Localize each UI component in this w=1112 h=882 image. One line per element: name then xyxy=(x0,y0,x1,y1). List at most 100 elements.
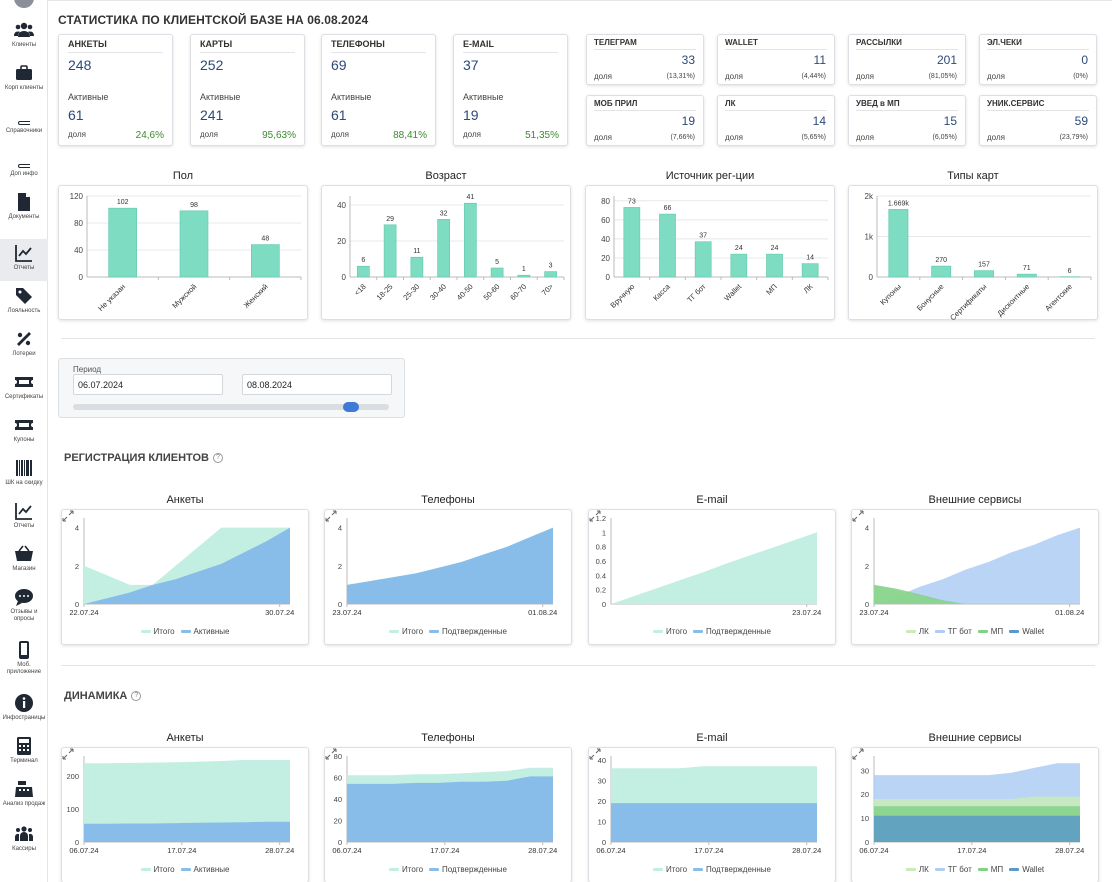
bar[interactable] xyxy=(464,202,477,278)
bar[interactable] xyxy=(490,267,504,278)
area-series[interactable] xyxy=(611,803,817,842)
stat-card-share-value: 51,35% xyxy=(525,130,559,141)
x-tick-label: Сертификаты xyxy=(948,282,988,321)
sidebar-item-2[interactable]: Корп клиенты xyxy=(0,59,48,101)
legend-item[interactable]: Wallet xyxy=(1009,865,1044,874)
expand-icon[interactable] xyxy=(62,748,74,760)
area-series[interactable] xyxy=(84,760,290,842)
bar-value-label: 98 xyxy=(190,202,198,209)
sidebar-item-11[interactable]: ШК на скидку xyxy=(0,454,48,496)
x-tick-label: МП xyxy=(764,282,779,297)
legend-item[interactable]: Wallet xyxy=(1009,627,1044,636)
bar[interactable] xyxy=(357,265,370,278)
sidebar-item-13[interactable]: Магазин xyxy=(0,540,48,582)
legend-item[interactable]: МП xyxy=(977,627,1003,636)
legend-item[interactable]: Подтвержденные xyxy=(429,627,507,636)
bar[interactable] xyxy=(623,207,641,278)
sidebar-item-19[interactable]: Кассиры xyxy=(0,820,48,862)
legend-item[interactable]: Подтвержденные xyxy=(693,865,771,874)
period-slider-track[interactable] xyxy=(73,404,389,410)
sidebar-item-14[interactable]: Отзывы и опросы xyxy=(0,583,48,625)
area-series[interactable] xyxy=(84,527,290,604)
sidebar-item-9[interactable]: Сертификаты xyxy=(0,368,48,410)
sidebar-item-12[interactable]: Отчеты xyxy=(0,497,48,539)
sidebar-item-3[interactable]: Справочники xyxy=(0,102,48,144)
area-series[interactable] xyxy=(874,815,1080,842)
channel-card-label: WALLET xyxy=(725,38,758,47)
legend-item[interactable]: Итого xyxy=(389,627,423,636)
stat-card-total: 69 xyxy=(331,57,347,73)
bar[interactable] xyxy=(730,253,748,278)
expand-icon[interactable] xyxy=(589,510,601,522)
x-tick-label: 01.08.24 xyxy=(528,608,557,617)
sidebar-item-5[interactable]: Документы xyxy=(0,188,48,230)
legend-item[interactable]: Итого xyxy=(140,865,175,874)
x-tick-label: 01.08.24 xyxy=(1055,608,1084,617)
area-series[interactable] xyxy=(347,527,553,604)
stat-card-total: 37 xyxy=(463,57,479,73)
bar[interactable] xyxy=(108,207,137,278)
expand-icon[interactable] xyxy=(852,748,864,760)
y-tick-label: 0 xyxy=(602,600,606,609)
expand-icon[interactable] xyxy=(852,510,864,522)
sidebar-item-17[interactable]: Терминал xyxy=(0,732,48,774)
sidebar-item-6[interactable]: Отчеты xyxy=(0,239,48,281)
legend-item[interactable]: Итого xyxy=(653,865,687,874)
legend-item[interactable]: ТГ бот xyxy=(934,627,972,636)
channel-card: МОБ ПРИЛ 19 доля (7,66%) xyxy=(586,95,704,146)
period-to-input[interactable] xyxy=(242,374,392,395)
bar[interactable] xyxy=(1016,273,1037,278)
sidebar-item-8[interactable]: Лотереи xyxy=(0,325,48,367)
area-series[interactable] xyxy=(84,821,290,842)
legend-item[interactable]: ЛК xyxy=(905,865,929,874)
bar[interactable] xyxy=(931,265,952,278)
legend-item[interactable]: ТГ бот xyxy=(934,865,972,874)
sidebar-item-10[interactable]: Купоны xyxy=(0,411,48,453)
stat-card: АНКЕТЫ 248 Активные 61 доля 24,6% xyxy=(58,34,173,146)
help-icon[interactable]: ? xyxy=(213,453,223,464)
y-tick-label: 2k xyxy=(865,192,874,201)
legend-item[interactable]: МП xyxy=(977,865,1003,874)
area-series[interactable] xyxy=(611,532,817,604)
bar[interactable] xyxy=(766,253,783,278)
bar[interactable] xyxy=(517,274,531,278)
expand-icon[interactable] xyxy=(62,510,74,522)
sidebar-item-18[interactable]: Анализ продаж xyxy=(0,775,48,817)
bar[interactable] xyxy=(251,244,280,278)
legend-item[interactable]: Итого xyxy=(140,627,175,636)
sidebar-item-4[interactable]: Доп инфо xyxy=(0,145,48,187)
sidebar-item-1[interactable]: Клиенты xyxy=(0,16,48,58)
legend-item[interactable]: Итого xyxy=(389,865,423,874)
bar[interactable] xyxy=(801,263,819,278)
bar[interactable] xyxy=(179,210,209,278)
legend-swatch xyxy=(977,868,988,872)
bar[interactable] xyxy=(974,270,994,278)
legend-item[interactable]: Активные xyxy=(180,627,229,636)
legend-item[interactable]: Подтвержденные xyxy=(693,627,771,636)
sidebar-item-7[interactable]: Лояльность xyxy=(0,282,48,324)
legend-item[interactable]: ЛК xyxy=(905,627,929,636)
period-from-input[interactable] xyxy=(73,374,223,395)
sidebar-item-16[interactable]: Инфостраницы xyxy=(0,689,48,731)
bar[interactable] xyxy=(544,271,557,278)
legend-item[interactable]: Подтвержденные xyxy=(429,865,507,874)
period-slider-handle[interactable] xyxy=(343,402,359,412)
expand-icon[interactable] xyxy=(589,748,601,760)
help-icon[interactable]: ? xyxy=(131,691,142,702)
bar[interactable] xyxy=(659,213,676,278)
chart-legend: ЛК ТГ бот МП Wallet xyxy=(852,627,1098,636)
legend-item[interactable]: Активные xyxy=(180,865,229,874)
area-chart-svg: 0 2 4 23.07.24 01.08.24 xyxy=(859,518,1084,617)
bar[interactable] xyxy=(437,219,450,278)
area-series[interactable] xyxy=(874,584,1080,604)
bar[interactable] xyxy=(694,241,712,278)
expand-icon[interactable] xyxy=(325,510,337,522)
bar[interactable] xyxy=(888,209,909,278)
bar[interactable] xyxy=(410,256,424,278)
bar[interactable] xyxy=(383,224,397,278)
legend-item[interactable]: Итого xyxy=(653,627,687,636)
area-series[interactable] xyxy=(347,776,553,842)
area-series[interactable] xyxy=(874,527,1080,604)
sidebar-item-15[interactable]: Моб. приложение xyxy=(0,636,48,678)
expand-icon[interactable] xyxy=(325,748,337,760)
